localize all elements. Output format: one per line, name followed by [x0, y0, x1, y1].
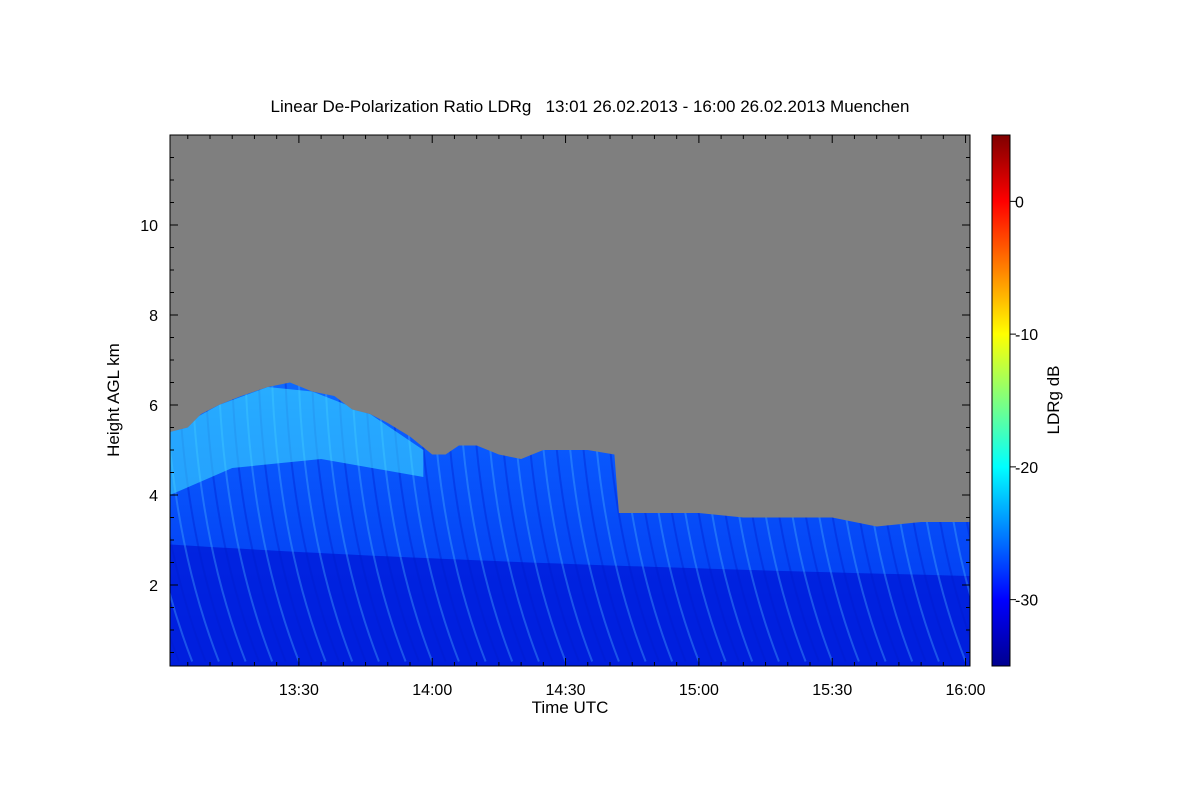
plot-frame [169, 134, 971, 667]
y-tick-label: 10 [140, 218, 158, 235]
x-tick-label: 15:00 [679, 682, 719, 699]
x-tick-label: 14:30 [546, 682, 586, 699]
x-tick-label: 16:00 [946, 682, 986, 699]
y-tick-label: 4 [149, 488, 158, 505]
colorbar-tick-label: -10 [1015, 327, 1038, 344]
y-tick-label: 2 [149, 578, 158, 595]
x-tick-label: 14:00 [412, 682, 452, 699]
colorbar-scale [991, 134, 1011, 667]
cloud-top-high-ldr [170, 387, 424, 495]
plot-area [170, 135, 970, 666]
y-tick-label: 8 [149, 308, 158, 325]
x-tick-label: 13:30 [279, 682, 319, 699]
axes: 13:30 14:00 14:30 15:00 15:30 16:00 2 4 6 8 10 [140, 134, 986, 699]
x-axis-label: Time UTC [531, 698, 609, 717]
chart-title: Linear De-Polarization Ratio LDRg 13:01 … [270, 97, 910, 116]
colorbar: -30 -20 -10 0 [991, 134, 1038, 667]
y-tick-label: 6 [149, 398, 158, 415]
colorbar-tick-label: -20 [1015, 460, 1038, 477]
x-tick-label: 15:30 [812, 682, 852, 699]
colorbar-tick-label: -30 [1015, 593, 1038, 610]
low-ldr-band [170, 544, 970, 666]
colorbar-tick-label: 0 [1015, 194, 1024, 211]
